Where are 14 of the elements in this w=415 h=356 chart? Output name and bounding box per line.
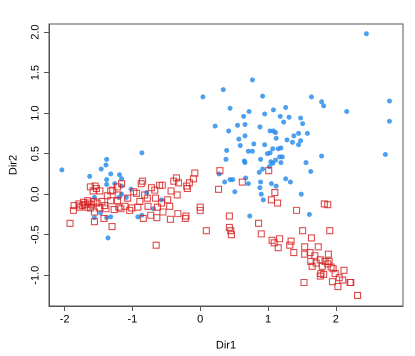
x-axis-title: Dir1 [216,340,236,352]
y-tick-label: -1.0 [30,266,42,285]
y-axis-title: Dir2 [8,154,20,176]
x-tick-label: 1 [264,314,272,326]
y-tick-label: 1.5 [30,64,42,80]
x-tick-label: 2 [332,314,339,326]
x-tick-label: 0 [197,314,204,326]
y-tick-label: 1.0 [30,105,42,121]
y-tick-label: 0.5 [30,146,42,162]
x-tick-label: -2 [60,314,70,326]
x-tick-label: -1 [128,314,138,326]
y-tick-label: 0.0 [30,186,42,202]
y-tick-label: 2.0 [30,24,42,40]
y-tick-label: -0.5 [30,225,42,244]
